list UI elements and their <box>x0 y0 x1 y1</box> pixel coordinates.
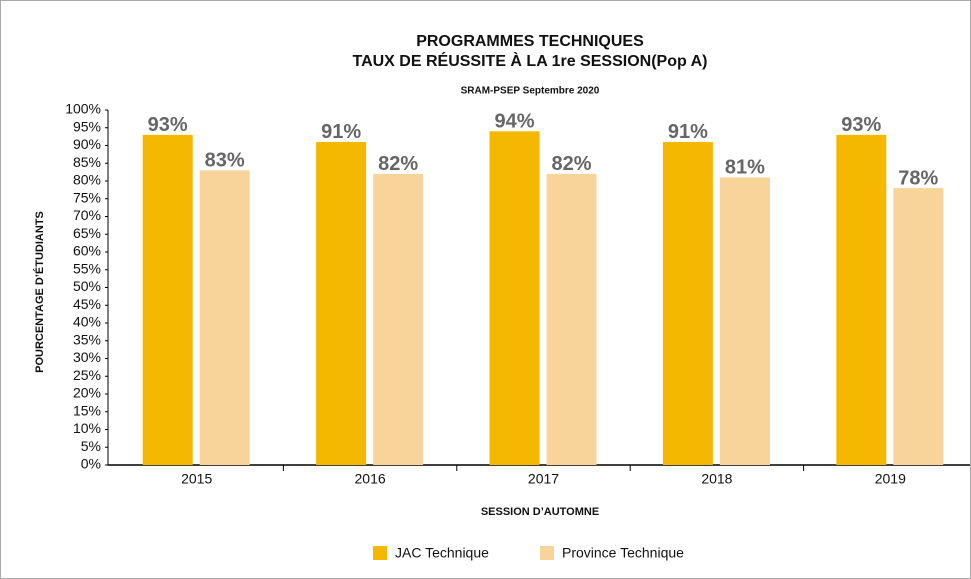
chart-title: TAUX DE RÉUSSITE À LA 1re SESSION(Pop A) <box>352 51 707 70</box>
y-tick-label: 55% <box>73 260 101 276</box>
bar <box>893 188 944 465</box>
bar <box>142 134 193 465</box>
x-tick-label: 2019 <box>875 471 906 487</box>
x-tick-label: 2016 <box>355 471 386 487</box>
y-tick-label: 100% <box>65 101 101 117</box>
x-tick-label: 2017 <box>528 471 559 487</box>
value-label: 82% <box>378 153 418 175</box>
y-tick-label: 95% <box>73 118 101 134</box>
y-tick-label: 45% <box>73 296 101 312</box>
y-tick-label: 35% <box>73 331 101 347</box>
value-label: 82% <box>551 153 591 175</box>
y-tick-label: 85% <box>73 154 101 170</box>
y-tick-label: 70% <box>73 207 101 223</box>
x-tick-label: 2018 <box>701 471 732 487</box>
y-tick-label: 65% <box>73 225 101 241</box>
y-axis-label: POURCENTAGE D’ÉTUDIANTS <box>33 211 46 373</box>
legend-swatch <box>540 546 554 560</box>
value-label: 93% <box>148 114 188 136</box>
y-tick-label: 75% <box>73 189 101 205</box>
chart-subtitle: SRAM-PSEP Septembre 2020 <box>461 86 600 97</box>
value-label: 93% <box>841 114 881 136</box>
y-tick-label: 60% <box>73 243 101 259</box>
bar <box>836 134 887 465</box>
chart-title: PROGRAMMES TECHNIQUES <box>416 33 644 50</box>
y-tick-label: 10% <box>73 420 101 436</box>
y-tick-label: 25% <box>73 367 101 383</box>
y-tick-label: 0% <box>81 456 101 472</box>
y-tick-label: 15% <box>73 402 101 418</box>
bar <box>489 131 540 466</box>
y-tick-label: 50% <box>73 278 101 294</box>
bar <box>546 173 597 465</box>
y-tick-label: 40% <box>73 314 101 330</box>
x-axis-label: SESSION D’AUTOMNE <box>481 506 599 518</box>
legend-swatch <box>373 546 387 560</box>
value-label: 91% <box>668 121 708 143</box>
value-label: 94% <box>494 111 534 133</box>
x-tick-label: 2015 <box>181 471 212 487</box>
legend-label: Province Technique <box>562 545 684 561</box>
bar <box>719 177 770 465</box>
bar <box>373 173 424 465</box>
bar <box>662 141 713 465</box>
value-label: 78% <box>898 167 938 189</box>
y-tick-label: 5% <box>81 438 101 454</box>
bar <box>316 141 367 465</box>
value-label: 81% <box>725 157 765 179</box>
value-label: 83% <box>205 150 245 172</box>
legend-label: JAC Technique <box>395 545 489 561</box>
bar <box>199 170 250 465</box>
value-label: 91% <box>321 121 361 143</box>
y-tick-label: 20% <box>73 385 101 401</box>
y-tick-label: 90% <box>73 136 101 152</box>
y-tick-label: 80% <box>73 172 101 188</box>
y-tick-label: 30% <box>73 349 101 365</box>
